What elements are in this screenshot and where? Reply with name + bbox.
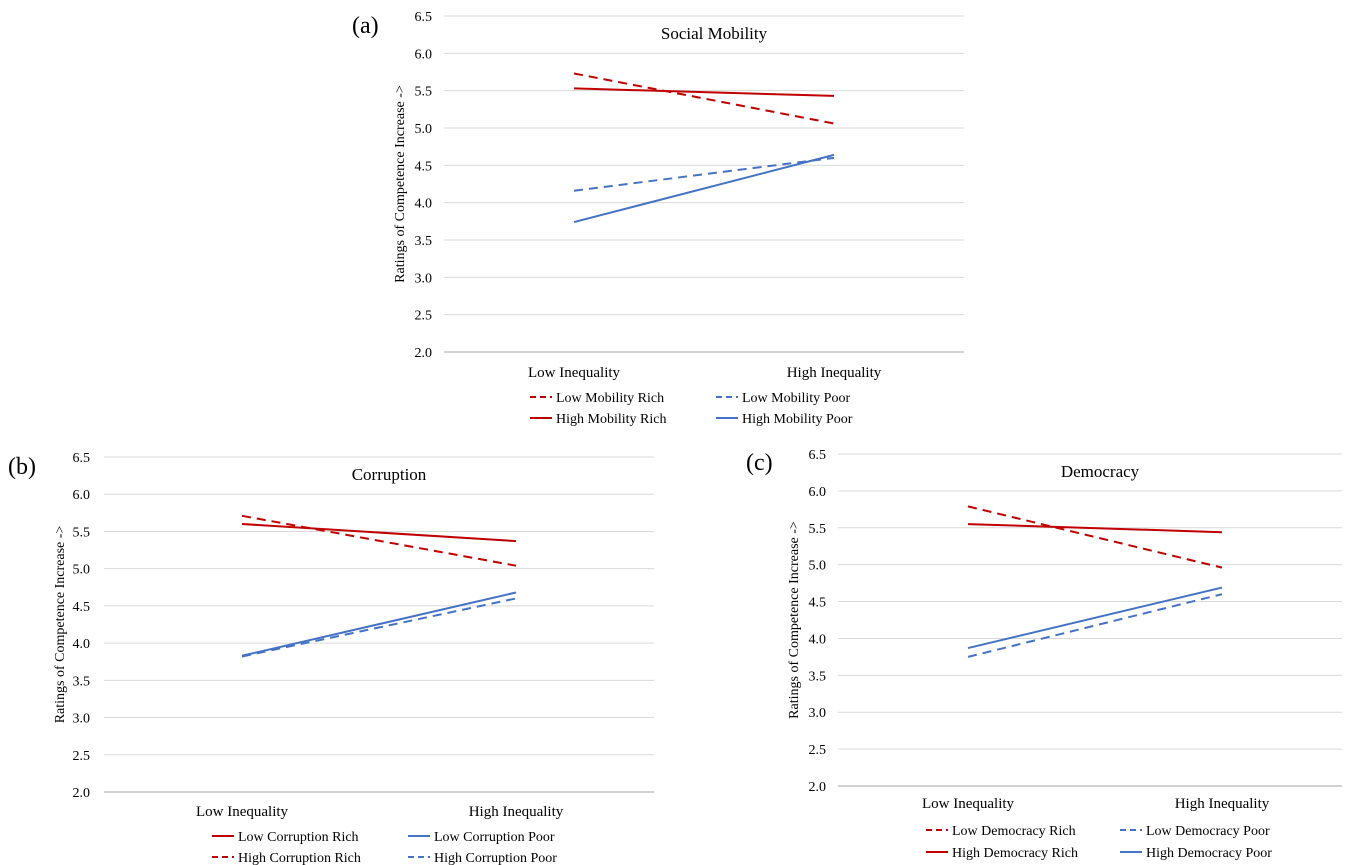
legend-label: High Mobility Poor	[742, 412, 853, 427]
series-line	[573, 156, 835, 192]
y-tick-label: 3.5	[415, 234, 433, 249]
chart-panel-2: (b) 2.0 2.5 3.0 3.5 4.0 4.5 5.0 5.5 6.0 6.5 Corrupt…	[8, 451, 654, 865]
y-axis-label: Ratings of Competence Increase ->	[53, 526, 68, 724]
series-line	[241, 597, 517, 658]
x-category-label: High Inequality	[1175, 796, 1270, 812]
legend-label: Low Mobility Rich	[556, 391, 664, 406]
y-tick-label: 6.0	[809, 485, 827, 500]
chart-title: Social Mobility	[661, 24, 768, 43]
y-tick-label: 2.5	[809, 743, 827, 758]
legend-label: Low Democracy Rich	[952, 824, 1076, 839]
y-tick-label: 5.0	[73, 563, 91, 578]
legend-label: High Mobility Rich	[556, 412, 666, 427]
x-category-label: Low Inequality	[196, 804, 289, 820]
chart-title: Corruption	[352, 465, 427, 484]
y-tick-label: 5.0	[809, 559, 827, 574]
x-category-label: Low Inequality	[922, 796, 1015, 812]
y-tick-label: 4.0	[415, 197, 433, 212]
series-line	[967, 523, 1223, 534]
y-tick-label: 3.0	[415, 271, 433, 286]
chart-panel-3: (c) 2.0 2.5 3.0 3.5 4.0 4.5 5.0 5.5 6.0 6.5 Democra…	[746, 448, 1342, 861]
series-line	[573, 153, 835, 224]
y-tick-label: 6.5	[415, 10, 433, 25]
chart-title: Democracy	[1061, 462, 1140, 481]
y-tick-label: 2.0	[415, 346, 433, 361]
panel-label: (c)	[746, 450, 773, 476]
y-tick-label: 4.0	[809, 632, 827, 647]
y-tick-label: 3.5	[73, 674, 91, 689]
y-tick-label: 4.5	[415, 159, 433, 174]
legend-label: High Corruption Poor	[434, 851, 557, 865]
series-line	[241, 591, 517, 657]
y-axis-label: Ratings of Competence Increase ->	[787, 521, 802, 719]
y-tick-label: 4.5	[809, 596, 827, 611]
legend-label: Low Corruption Rich	[238, 830, 359, 845]
y-tick-label: 2.0	[73, 786, 91, 801]
legend-label: Low Mobility Poor	[742, 391, 850, 406]
y-tick-label: 6.0	[73, 488, 91, 503]
x-category-label: Low Inequality	[528, 365, 621, 381]
legend-label: Low Corruption Poor	[434, 830, 555, 845]
y-tick-label: 5.5	[809, 522, 827, 537]
panel-label: (b)	[8, 454, 36, 480]
series-line	[967, 586, 1223, 650]
series-line	[573, 72, 835, 125]
y-tick-label: 5.5	[415, 85, 433, 100]
y-tick-label: 3.5	[809, 669, 827, 684]
y-tick-label: 6.5	[809, 448, 827, 463]
y-tick-label: 2.0	[809, 780, 827, 795]
series-line	[241, 523, 517, 543]
y-tick-label: 5.0	[415, 122, 433, 137]
series-line	[967, 505, 1223, 569]
series-line	[967, 593, 1223, 658]
series-line	[573, 87, 835, 97]
legend-label: High Democracy Rich	[952, 846, 1078, 861]
y-axis-label: Ratings of Competence Increase ->	[393, 85, 408, 283]
y-tick-label: 5.5	[73, 525, 91, 540]
y-tick-label: 3.0	[809, 706, 827, 721]
x-category-label: High Inequality	[787, 365, 882, 381]
y-tick-label: 2.5	[73, 749, 91, 764]
legend-label: Low Democracy Poor	[1146, 824, 1270, 839]
y-tick-label: 6.5	[73, 451, 91, 466]
legend-label: High Democracy Poor	[1146, 846, 1272, 861]
y-tick-label: 4.0	[73, 637, 91, 652]
series-line	[241, 514, 517, 567]
y-tick-label: 6.0	[415, 47, 433, 62]
panel-label: (a)	[352, 13, 379, 39]
chart-panel-1: (a) 2.0 2.5 3.0 3.5 4.0 4.5 5.0 5.5 6.0 6.5 Social …	[352, 10, 964, 427]
y-tick-label: 3.0	[73, 712, 91, 727]
legend-label: High Corruption Rich	[238, 851, 361, 865]
y-tick-label: 2.5	[415, 309, 433, 324]
y-tick-label: 4.5	[73, 600, 91, 615]
x-category-label: High Inequality	[469, 804, 564, 820]
